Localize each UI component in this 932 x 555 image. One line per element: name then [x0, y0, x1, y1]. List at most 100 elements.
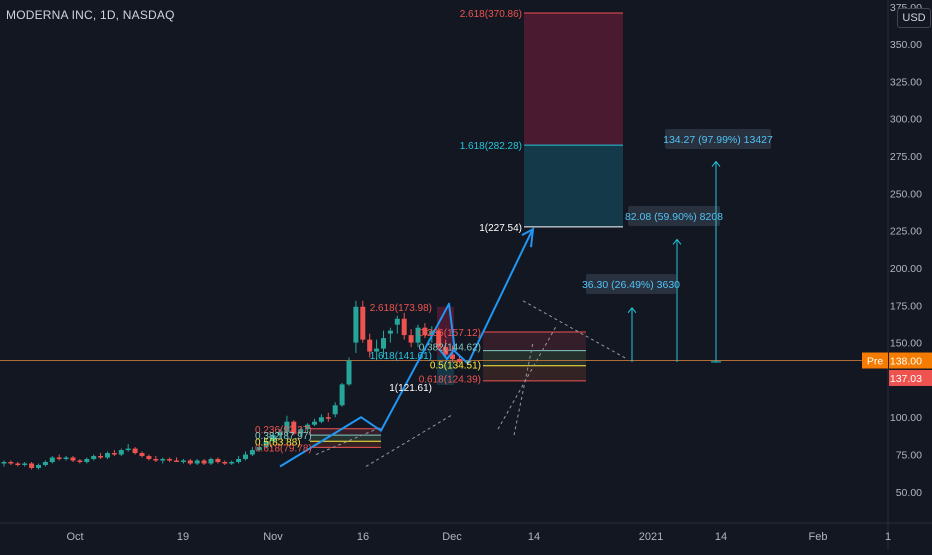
candle: [450, 345, 455, 362]
fib-label: 0.618(124.39): [419, 374, 481, 385]
candle: [15, 461, 21, 467]
candle: [415, 324, 421, 348]
x-tick-label: Feb: [809, 531, 828, 543]
fib-label: 0.5(83.88): [255, 437, 301, 448]
candle: [312, 418, 317, 427]
x-tick-label: 16: [357, 531, 369, 543]
measure-arrowhead: [672, 238, 682, 245]
measure-label: 134.27 (97.99%) 13427: [663, 134, 773, 146]
candle: [180, 459, 186, 464]
candle: [332, 402, 338, 418]
candle: [360, 300, 366, 343]
candle: [422, 323, 428, 339]
candle: [42, 460, 48, 467]
last-price-label: 137.03: [890, 373, 922, 385]
x-tick-label: 14: [528, 531, 540, 543]
symbol-title: MODERNA INC, 1D, NASDAQ: [6, 8, 175, 22]
candle: [381, 330, 386, 358]
fib-low-zone-3: [310, 441, 381, 448]
candle: [456, 356, 462, 364]
x-tick-label: 2021: [639, 531, 663, 543]
candle: [374, 339, 380, 361]
retrace-zone-2: [483, 350, 586, 366]
y-tick-label: 75.00: [896, 450, 922, 462]
fib-label: 2.618(370.86): [460, 9, 522, 20]
wedge-line-inner: [513, 342, 534, 436]
candle: [1, 460, 7, 467]
candle: [98, 453, 104, 460]
candle: [36, 463, 41, 470]
fib-upper-zone-red: [524, 12, 623, 146]
candle: [174, 457, 179, 462]
candle: [298, 427, 304, 437]
measure-box: [628, 206, 720, 226]
fib-label: 0.382(87.97): [255, 431, 312, 442]
candle: [77, 459, 83, 464]
candle: [236, 456, 242, 464]
y-tick-label: 325.00: [890, 76, 922, 88]
y-tick-label: 200.00: [890, 263, 922, 275]
candle: [153, 456, 159, 462]
candle: [229, 460, 235, 465]
candle: [29, 461, 35, 470]
candle: [63, 456, 69, 461]
candle: [243, 451, 248, 461]
fib-mid-zone-teal: [437, 355, 454, 385]
measure-arrowhead: [627, 306, 637, 314]
y-tick-label: 150.00: [890, 338, 922, 350]
fib-low-zone-2: [310, 435, 381, 442]
measure-label: 36.30 (26.49%) 3630: [582, 279, 680, 291]
candle: [125, 444, 131, 452]
fib-label: 0.236(92.27): [255, 425, 312, 436]
fib-label: 0.236(157.12): [419, 328, 481, 339]
measure-arrowhead: [711, 160, 721, 167]
y-tick-label: 50.00: [896, 487, 922, 499]
candle: [305, 423, 311, 433]
candle: [353, 300, 359, 354]
candle: [394, 315, 400, 334]
measure-label: 82.08 (59.90%) 8208: [625, 211, 723, 223]
fib-label: 0.5(134.51): [430, 361, 481, 372]
candle: [84, 457, 90, 464]
measure-box: [586, 274, 676, 294]
candle: [111, 450, 117, 457]
candle: [160, 457, 166, 464]
candle: [49, 456, 55, 464]
candle: [187, 459, 193, 465]
currency-button[interactable]: USD: [897, 8, 931, 28]
candle: [401, 312, 407, 340]
candle: [167, 457, 173, 462]
pre-price-label: 138.00: [890, 356, 922, 368]
candle: [284, 415, 290, 437]
candle: [291, 420, 297, 436]
candle: [201, 459, 207, 465]
retrace-zone-1: [483, 331, 586, 351]
candle: [8, 460, 14, 465]
candle: [318, 414, 324, 424]
candle: [325, 412, 331, 422]
fib-upper-zone-teal: [524, 145, 623, 227]
candle: [367, 333, 373, 358]
wedge-line-upper: [522, 300, 628, 360]
candle: [194, 459, 200, 465]
y-tick-label: 225.00: [890, 226, 922, 238]
candle: [443, 339, 449, 358]
candle: [222, 460, 228, 465]
pre-price-box: [889, 352, 932, 369]
candle: [339, 382, 345, 407]
candle: [22, 461, 28, 467]
retrace-zone-3: [483, 365, 586, 381]
x-tick-label: 14: [715, 531, 727, 543]
candle: [215, 457, 221, 464]
candle: [270, 432, 276, 443]
fib-low-zone-1: [310, 428, 381, 436]
fib-label: 1(227.54): [479, 223, 522, 234]
candle: [146, 454, 152, 461]
fib-label: 1.618(282.28): [460, 141, 522, 152]
y-tick-label: 100.00: [890, 412, 922, 424]
x-tick-label: 19: [177, 531, 189, 543]
fib-label: 1(121.61): [389, 383, 432, 394]
candle: [91, 454, 97, 461]
